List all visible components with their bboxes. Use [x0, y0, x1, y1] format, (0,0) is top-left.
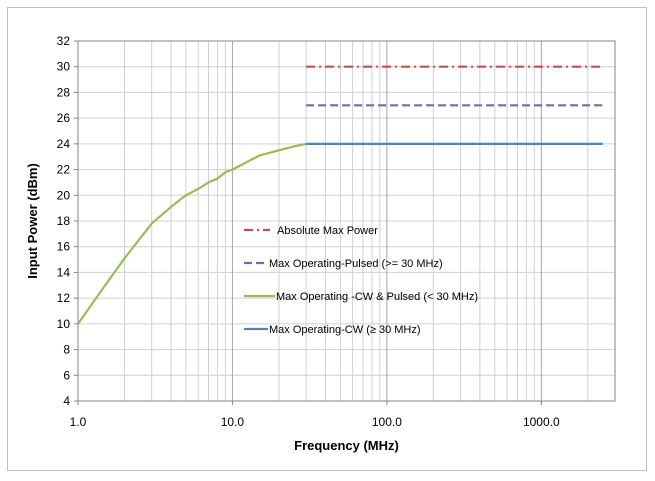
- y-tick-label: 20: [57, 188, 71, 202]
- y-tick-label: 16: [57, 240, 71, 254]
- y-tick-label: 18: [57, 214, 71, 228]
- y-tick-label: 26: [57, 111, 71, 125]
- y-tick-label: 30: [57, 60, 71, 74]
- legend-label-4: Max Operating-CW (≥ 30 MHz): [269, 324, 421, 336]
- x-axis-title: Frequency (MHz): [294, 438, 399, 453]
- y-tick-label: 6: [63, 368, 70, 382]
- legend-label-1: Absolute Max Power: [277, 225, 378, 237]
- y-tick-label: 8: [63, 343, 70, 357]
- legend-label-3: Max Operating -CW & Pulsed (< 30 MHz): [276, 291, 478, 303]
- chart-area: [7, 7, 647, 471]
- x-axis-ticks: 1.0 10.0 100.0 1000.0: [70, 401, 560, 429]
- y-tick-label: 10: [57, 317, 71, 331]
- y-axis-title: Input Power (dBm): [25, 163, 40, 279]
- legend: Absolute Max Power Max Operating-Pulsed (…: [244, 225, 478, 336]
- x-tick-label: 1000.0: [523, 415, 560, 429]
- y-tick-label: 4: [63, 394, 70, 408]
- y-tick-label: 12: [57, 291, 71, 305]
- y-tick-label: 32: [57, 34, 71, 48]
- y-tick-label: 24: [57, 137, 71, 151]
- y-tick-label: 22: [57, 163, 71, 177]
- y-tick-label: 28: [57, 85, 71, 99]
- y-tick-label: 14: [57, 265, 71, 279]
- gridlines: [77, 40, 616, 402]
- x-tick-label: 1.0: [70, 415, 87, 429]
- legend-label-2: Max Operating-Pulsed (>= 30 MHz): [269, 258, 443, 270]
- series-line-3: [77, 142, 307, 325]
- x-tick-label: 10.0: [221, 415, 245, 429]
- series-lines: [77, 65, 603, 325]
- x-tick-label: 100.0: [372, 415, 402, 429]
- y-axis-ticks: 4 6 8 10 12 14 16 18 20 22 24 26 28 30 32: [57, 34, 78, 408]
